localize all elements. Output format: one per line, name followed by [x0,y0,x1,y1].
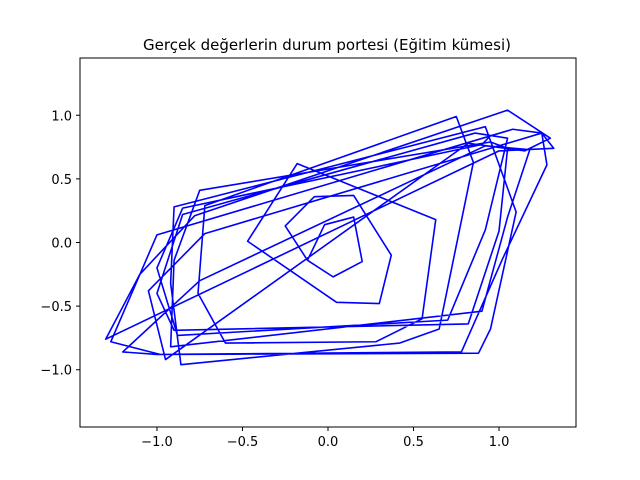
x-tick-label: 0.0 [318,435,339,450]
y-tick-label: 0.5 [51,173,72,188]
x-tick-label: 1.0 [489,435,510,450]
series-line-0 [104,109,555,366]
x-tick-label: 0.5 [403,435,424,450]
y-tick-label: 0.0 [51,237,72,252]
chart-title: Gerçek değerlerin durum portesi (Eğitim … [143,36,511,54]
y-tick-label: −1.0 [40,364,72,379]
y-tick-label: −0.5 [40,300,72,315]
x-tick-label: −0.5 [227,435,259,450]
y-tick-label: 1.0 [51,109,72,124]
x-tick-label: −1.0 [141,435,173,450]
